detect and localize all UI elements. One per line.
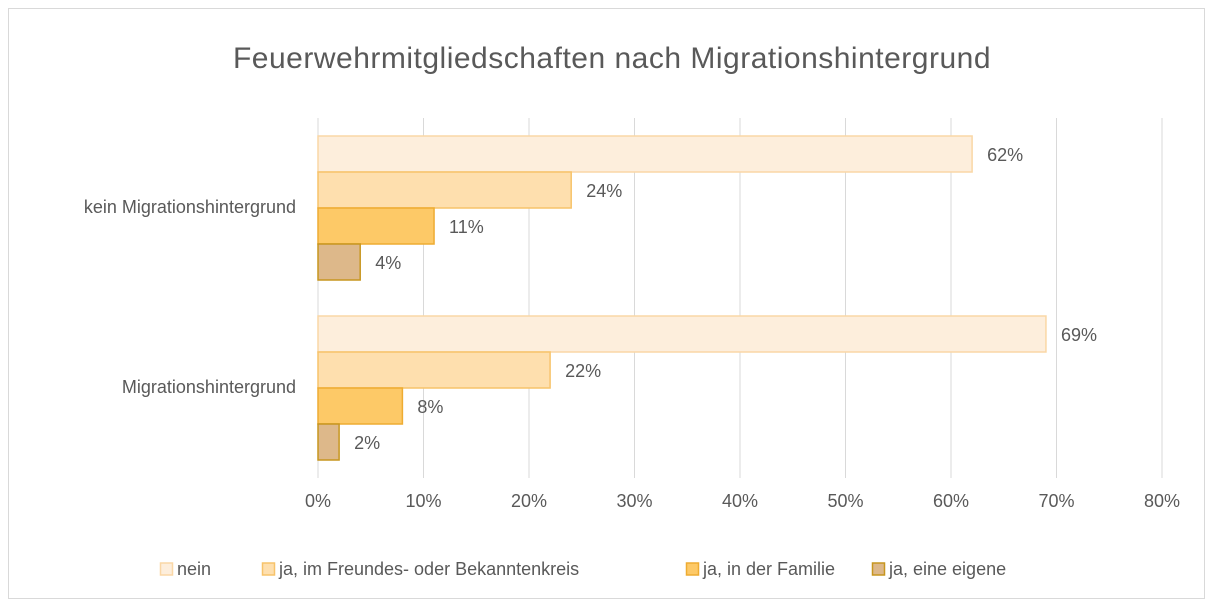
bar — [317, 315, 1047, 353]
bar — [317, 387, 404, 425]
y-tick-label: Migrationshintergrund — [122, 377, 296, 397]
value-label: 8% — [417, 397, 443, 417]
chart-border — [8, 8, 1205, 599]
legend-label: ja, in der Familie — [702, 559, 835, 579]
x-tick-label: 40% — [722, 491, 758, 511]
x-tick-label: 80% — [1144, 491, 1180, 511]
x-tick-label: 50% — [827, 491, 863, 511]
chart-title: Feuerwehrmitgliedschaften nach Migration… — [233, 42, 991, 75]
bar — [317, 243, 361, 281]
value-label: 69% — [1061, 325, 1097, 345]
x-tick-label: 70% — [1038, 491, 1074, 511]
value-label: 24% — [586, 181, 622, 201]
bar — [317, 351, 551, 389]
x-tick-label: 20% — [511, 491, 547, 511]
legend-label: ja, im Freundes- oder Bekanntenkreis — [278, 559, 579, 579]
x-tick-label: 10% — [405, 491, 441, 511]
bar — [317, 423, 340, 461]
legend-swatch — [159, 562, 174, 576]
bar — [317, 171, 572, 209]
legend-swatch — [871, 562, 886, 576]
legend-swatch — [685, 562, 700, 576]
x-tick-label: 30% — [616, 491, 652, 511]
value-label: 2% — [354, 433, 380, 453]
legend-swatch — [261, 562, 276, 576]
x-tick-label: 60% — [933, 491, 969, 511]
value-label: 22% — [565, 361, 601, 381]
bar — [317, 135, 973, 173]
value-label: 11% — [449, 217, 484, 237]
value-label: 4% — [375, 253, 401, 273]
bar — [317, 207, 435, 245]
value-label: 62% — [987, 145, 1023, 165]
legend-label: nein — [177, 559, 211, 579]
x-tick-label: 0% — [305, 491, 331, 511]
legend-label: ja, eine eigene — [888, 559, 1006, 579]
y-tick-label: kein Migrationshintergrund — [84, 197, 296, 217]
